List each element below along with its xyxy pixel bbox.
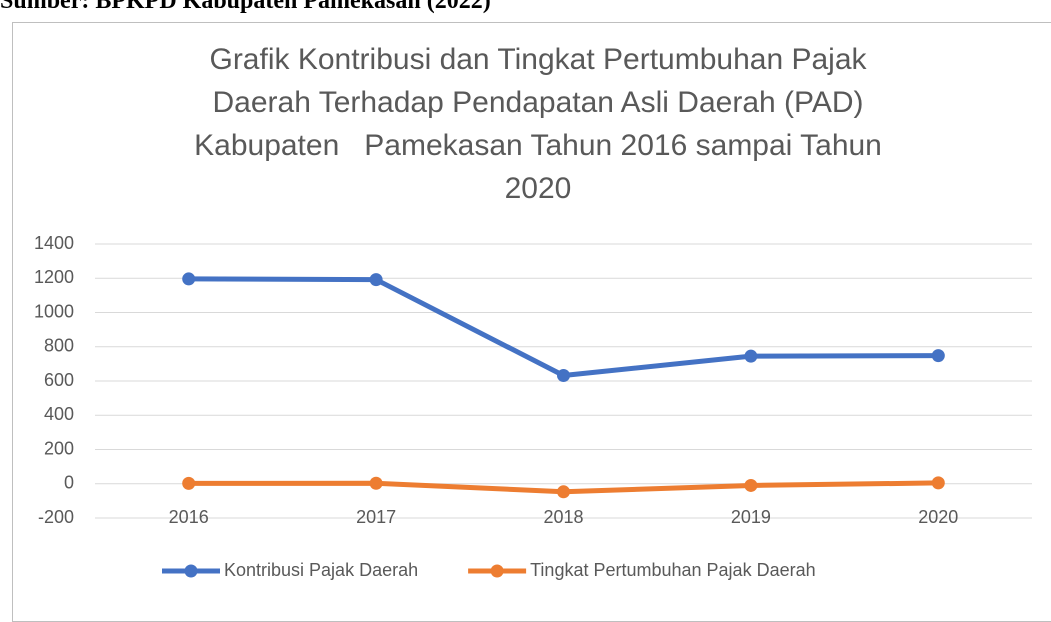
data-point — [182, 476, 196, 490]
y-tick-label: 0 — [64, 473, 74, 493]
y-tick-label: 400 — [44, 404, 74, 424]
legend-label: Tingkat Pertumbuhan Pajak Daerah — [530, 560, 816, 580]
y-tick-label: 1400 — [34, 233, 74, 253]
series-line — [188, 276, 939, 379]
x-tick-label: 2017 — [356, 507, 396, 527]
data-point — [557, 485, 570, 499]
chart-title: Grafik Kontribusi dan Tingkat Pertumbuha… — [194, 43, 891, 205]
legend-label: Kontribusi Pajak Daerah — [224, 560, 418, 580]
data-point — [182, 272, 196, 286]
x-tick-label: 2020 — [918, 507, 958, 527]
chart: -200 0 200 400 600 800 1000 1200 1400 2016 2017 201… — [34, 233, 1032, 580]
y-tick-label: 800 — [44, 336, 74, 356]
y-tick-label: 1000 — [34, 301, 74, 321]
x-tick-label: 2016 — [169, 507, 209, 527]
data-point — [744, 349, 758, 363]
data-point — [369, 476, 383, 490]
caption: Sumber: BPKPD Kabupaten Pamekasan (2022) — [0, 0, 491, 14]
y-tick-label: 200 — [44, 438, 74, 458]
x-tick-label: 2018 — [543, 507, 583, 527]
x-tick-label: 2019 — [731, 507, 771, 527]
y-tick-label: -200 — [38, 507, 74, 527]
y-tick-label: 1200 — [34, 267, 74, 287]
legend-marker — [490, 564, 504, 578]
legend-marker — [184, 564, 198, 578]
data-point — [744, 478, 758, 492]
data-point — [369, 273, 383, 287]
data-point — [931, 476, 945, 490]
data-point — [931, 349, 945, 363]
data-point — [557, 369, 570, 383]
y-tick-label: 600 — [44, 370, 74, 390]
